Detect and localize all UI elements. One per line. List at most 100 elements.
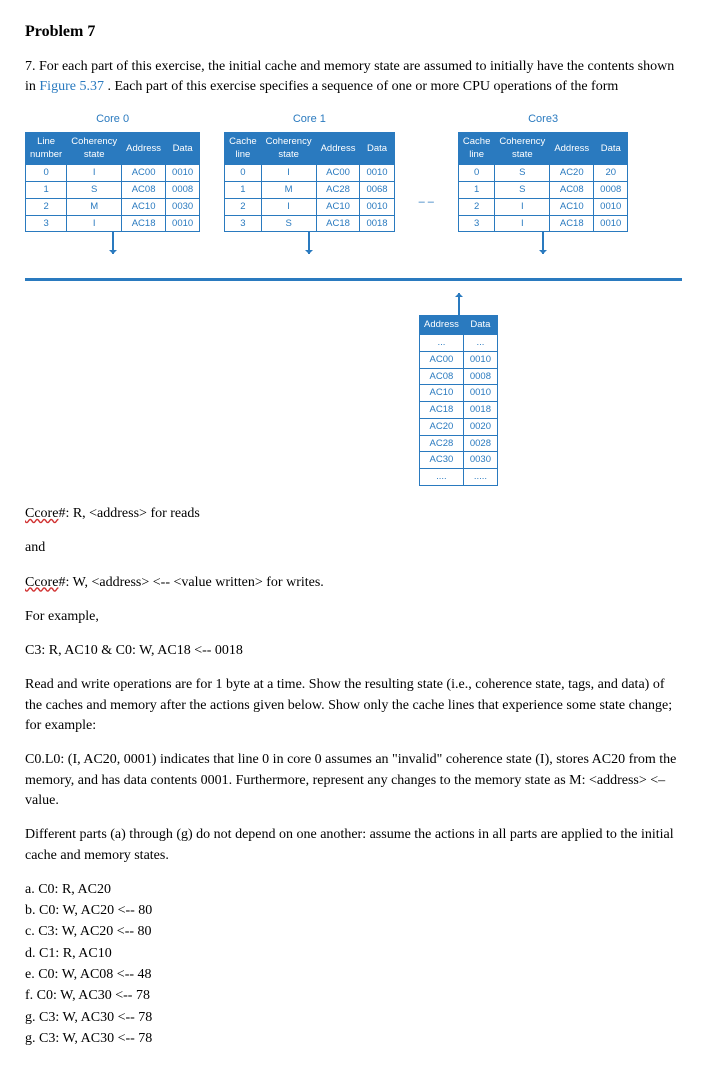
memory-cell: 0030 — [463, 452, 497, 469]
cache-cell: I — [67, 215, 122, 232]
read-format: Ccore#: R, <address> for reads — [25, 504, 682, 524]
core-block: Core3 CachelineCoherencystateAddressData0… — [458, 112, 628, 255]
paragraph-3: Different parts (a) through (g) do not d… — [25, 825, 682, 866]
cache-cell: 0010 — [360, 165, 394, 182]
cache-header: Address — [316, 132, 360, 165]
for-example-label: For example, — [25, 607, 682, 627]
ccore-wavy: Ccore — [25, 506, 58, 521]
memory-cell: 0008 — [463, 368, 497, 385]
memory-cell: AC10 — [420, 385, 464, 402]
cache-header: Coherencystate — [495, 132, 550, 165]
cache-cell: 0018 — [360, 215, 394, 232]
figure-link[interactable]: Figure 5.37 — [39, 79, 104, 94]
cache-header: Cacheline — [458, 132, 494, 165]
table-row: 1MAC280068 — [225, 182, 394, 199]
table-row: AC280028 — [420, 435, 498, 452]
part-item: f. C0: W, AC30 <-- 78 — [25, 986, 682, 1006]
cache-cell: AC08 — [550, 182, 594, 199]
memory-header: Data — [463, 316, 497, 335]
cache-cell: 20 — [594, 165, 628, 182]
cache-table: LinenumberCoherencystateAddressData0IAC0… — [25, 132, 200, 233]
cache-cell: 3 — [458, 215, 494, 232]
cache-cell: 0030 — [166, 198, 200, 215]
cache-cell: 3 — [225, 215, 261, 232]
cache-cell: AC10 — [122, 198, 166, 215]
cache-cell: I — [495, 215, 550, 232]
table-row: 2MAC100030 — [26, 198, 200, 215]
table-row: 3SAC180018 — [225, 215, 394, 232]
cache-cell: AC18 — [316, 215, 360, 232]
connector-icon — [108, 232, 118, 254]
memory-cell: 0010 — [463, 385, 497, 402]
cache-header: Address — [122, 132, 166, 165]
cache-table: CachelineCoherencystateAddressData0SAC20… — [458, 132, 628, 233]
core-title: Core 0 — [96, 112, 129, 128]
memory-cell: ... — [420, 335, 464, 352]
write-format: Ccore#: W, <address> <-- <value written>… — [25, 573, 682, 593]
part-item: g. C3: W, AC30 <-- 78 — [25, 1029, 682, 1049]
cache-cell: AC00 — [122, 165, 166, 182]
cache-cell: AC18 — [122, 215, 166, 232]
core-block: Core 0LinenumberCoherencystateAddressDat… — [25, 112, 200, 255]
cache-cell: 1 — [26, 182, 67, 199]
memory-cell: 0010 — [463, 351, 497, 368]
and-text: and — [25, 538, 682, 558]
memory-cell: AC30 — [420, 452, 464, 469]
cache-cell: 0 — [225, 165, 261, 182]
cache-header: Cacheline — [225, 132, 261, 165]
cache-cell: 3 — [26, 215, 67, 232]
core-block: Core 1CachelineCoherencystateAddressData… — [224, 112, 394, 255]
memory-cell: .... — [420, 469, 464, 486]
dash-separator: – – — [419, 195, 434, 211]
part-item: b. C0: W, AC20 <-- 80 — [25, 901, 682, 921]
memory-cell: ... — [463, 335, 497, 352]
cache-cell: 0010 — [594, 215, 628, 232]
cache-cell: 1 — [225, 182, 261, 199]
core-title: Core3 — [528, 112, 558, 128]
part-item: c. C3: W, AC20 <-- 80 — [25, 922, 682, 942]
cache-cell: 1 — [458, 182, 494, 199]
cache-cell: AC18 — [550, 215, 594, 232]
cache-header: Data — [166, 132, 200, 165]
cache-header: Data — [360, 132, 394, 165]
cache-cell: I — [495, 198, 550, 215]
cache-cell: 0008 — [166, 182, 200, 199]
cache-table: CachelineCoherencystateAddressData0IAC00… — [224, 132, 394, 233]
part-item: a. C0: R, AC20 — [25, 880, 682, 900]
memory-block: AddressData......AC000010AC080008AC10001… — [235, 293, 682, 486]
bus-line — [25, 278, 682, 281]
table-row: 3IAC180010 — [458, 215, 627, 232]
table-row: 1SAC080008 — [26, 182, 200, 199]
cache-cell: 0010 — [166, 215, 200, 232]
cache-header: Data — [594, 132, 628, 165]
cache-cell: 0010 — [360, 198, 394, 215]
table-row: 0SAC2020 — [458, 165, 627, 182]
table-row: AC100010 — [420, 385, 498, 402]
table-row: 3IAC180010 — [26, 215, 200, 232]
memory-cell: 0028 — [463, 435, 497, 452]
cache-cell: S — [67, 182, 122, 199]
cache-cell: 0 — [26, 165, 67, 182]
connector-icon — [454, 293, 464, 315]
part-item: g. C3: W, AC30 <-- 78 — [25, 1008, 682, 1028]
table-row: 0IAC000010 — [225, 165, 394, 182]
memory-cell: AC20 — [420, 418, 464, 435]
memory-cell: AC28 — [420, 435, 464, 452]
table-row: 2IAC100010 — [458, 198, 627, 215]
table-row: 2IAC100010 — [225, 198, 394, 215]
memory-cell: 0018 — [463, 402, 497, 419]
cache-cell: I — [67, 165, 122, 182]
cache-header: Linenumber — [26, 132, 67, 165]
cache-cell: S — [495, 182, 550, 199]
memory-cell: ..... — [463, 469, 497, 486]
cache-cell: 0008 — [594, 182, 628, 199]
example-line: C3: R, AC10 & C0: W, AC18 <-- 0018 — [25, 641, 682, 661]
intro-text-2: . Each part of this exercise specifies a… — [107, 79, 618, 94]
cache-cell: 2 — [225, 198, 261, 215]
connector-icon — [304, 232, 314, 254]
cache-cell: AC08 — [122, 182, 166, 199]
cache-cell: S — [261, 215, 316, 232]
table-row: 1SAC080008 — [458, 182, 627, 199]
cache-header: Coherencystate — [261, 132, 316, 165]
table-row: ......... — [420, 469, 498, 486]
